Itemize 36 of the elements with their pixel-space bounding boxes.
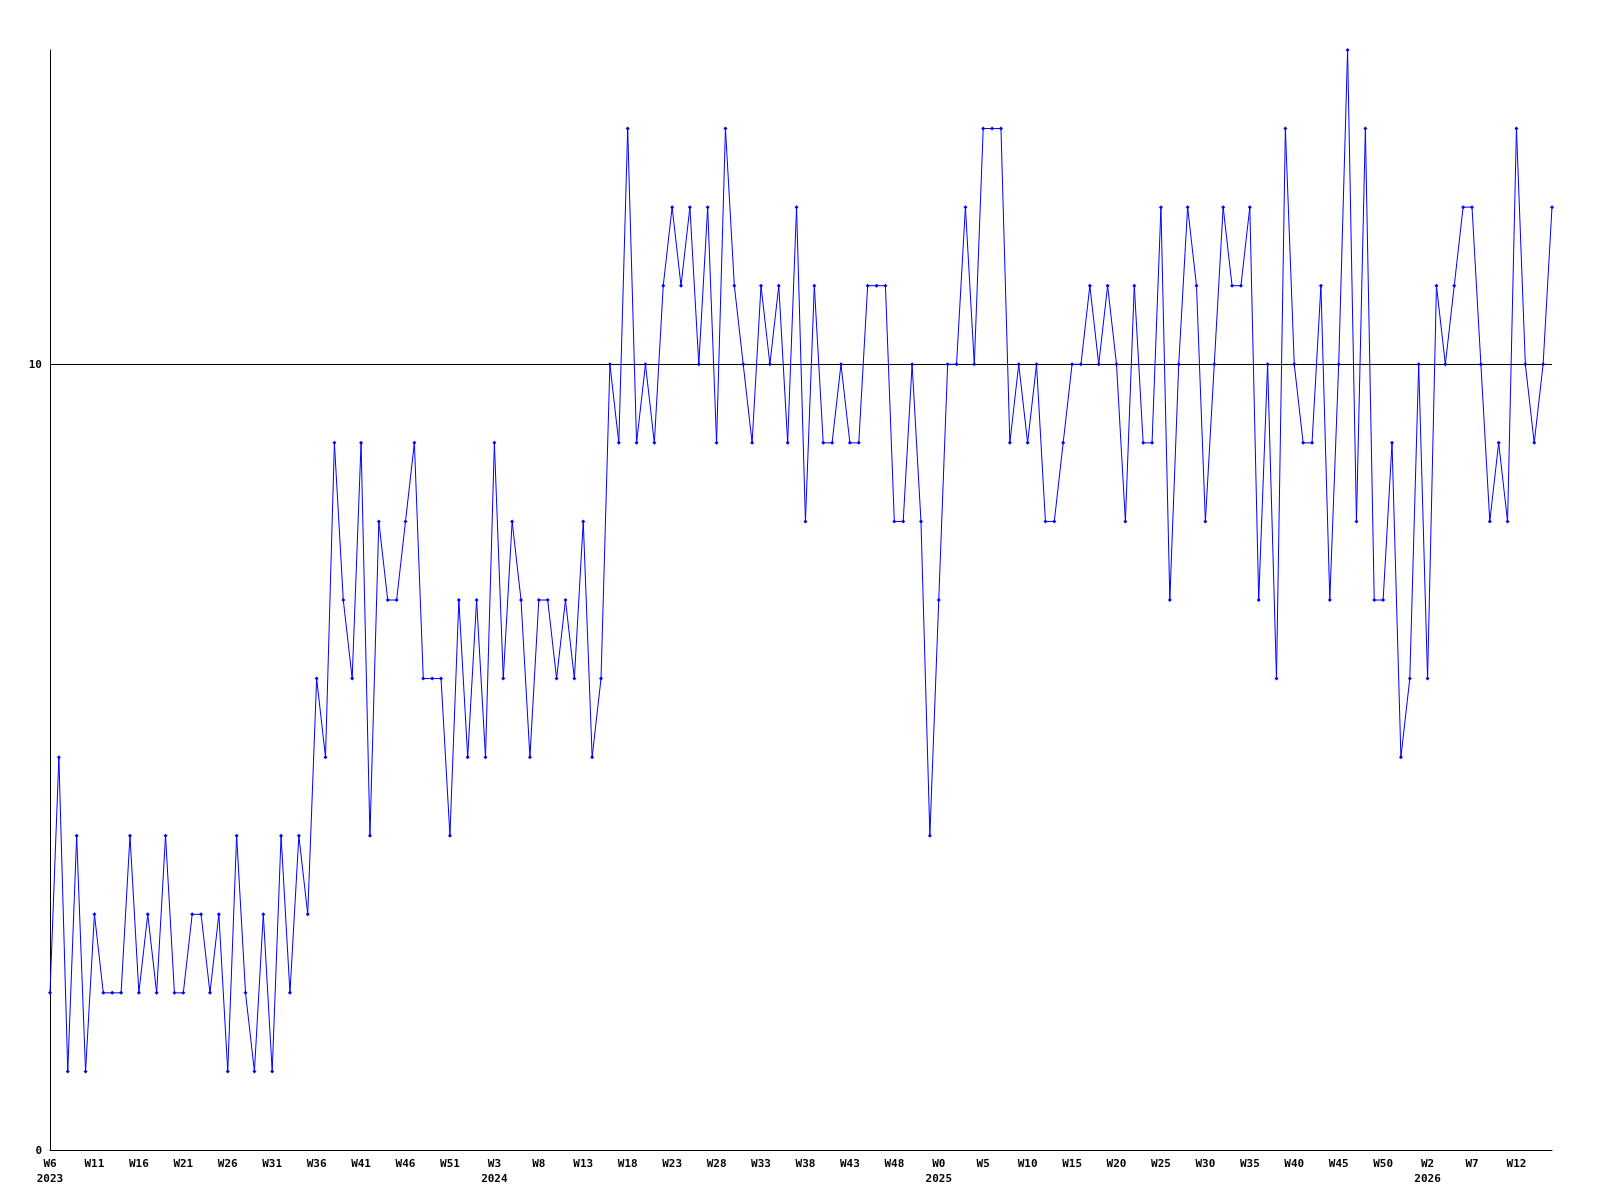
x-tick-label: W26 <box>217 1157 239 1170</box>
y-tick-label: 10 <box>28 357 42 371</box>
x-tick-label: W35 <box>1239 1157 1260 1170</box>
x-tick-label: W46 <box>395 1157 416 1170</box>
x-tick-label: W7 <box>1465 1157 1479 1170</box>
x-tick-label: W28 <box>706 1157 727 1170</box>
x-tick-label: W0 2025 <box>925 1157 953 1185</box>
x-tick-label: W36 <box>306 1157 327 1170</box>
x-tick-label: W18 <box>617 1157 638 1170</box>
x-tick-label: W48 <box>884 1157 905 1170</box>
x-tick-label: W8 <box>532 1157 546 1170</box>
x-tick-label: W15 <box>1062 1157 1083 1170</box>
x-tick-label: W11 <box>84 1157 105 1170</box>
x-tick-label: W50 <box>1373 1157 1394 1170</box>
x-tick-label: W5 <box>976 1157 990 1170</box>
x-tick-label: W13 <box>573 1157 594 1170</box>
x-tick-label: W3 2024 <box>481 1157 508 1185</box>
x-tick-label: W20 <box>1106 1157 1127 1170</box>
x-tick-label: W25 <box>1151 1157 1171 1170</box>
x-tick-label: W2 2026 <box>1414 1157 1442 1185</box>
x-tick-label: W6 2023 <box>36 1157 64 1185</box>
x-tick-label: W33 <box>751 1157 771 1170</box>
x-tick-label: W40 <box>1284 1157 1305 1170</box>
x-tick-label: W30 <box>1195 1157 1216 1170</box>
x-tick-label: W16 <box>128 1157 150 1170</box>
x-tick-label: W45 <box>1328 1157 1349 1170</box>
x-tick-label: W38 <box>795 1157 816 1170</box>
x-tick-label: W51 <box>440 1157 461 1170</box>
x-tick-label: W21 <box>173 1157 194 1170</box>
x-tick-label: W23 <box>662 1157 683 1170</box>
x-tick-label: W10 <box>1017 1157 1038 1170</box>
y-tick-label: 0 <box>35 1143 42 1157</box>
x-tick-label: W31 <box>262 1157 283 1170</box>
x-tick-label: W41 <box>351 1157 372 1170</box>
x-tick-label: W43 <box>839 1157 860 1170</box>
x-tick-label: W12 <box>1506 1157 1527 1170</box>
